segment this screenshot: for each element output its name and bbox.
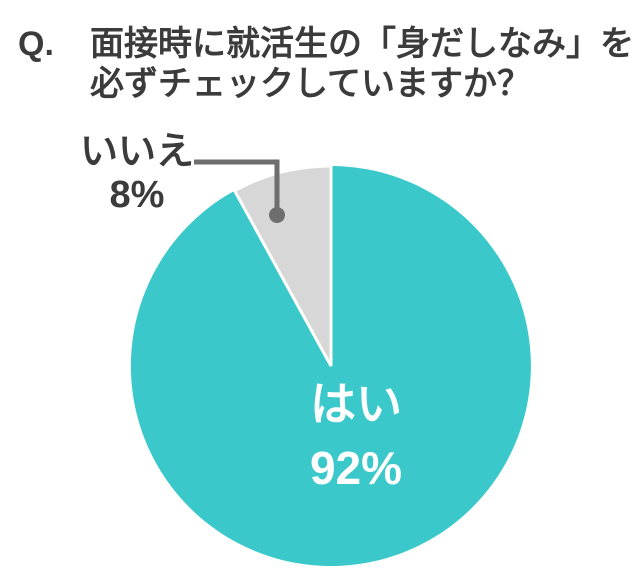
leader-line	[194, 159, 280, 214]
slice-label-no: いいえ 8%	[62, 131, 212, 217]
slice-label-no-pct: 8%	[109, 174, 165, 216]
slice-label-yes: はい 92%	[256, 372, 456, 500]
slice-label-yes-pct: 92%	[309, 442, 403, 494]
pie-slice-no	[232, 164, 333, 367]
question-prefix: Q.	[18, 25, 54, 63]
leader-dot	[269, 207, 285, 223]
question-title: Q. 面接時に就活生の「身だしなみ」を 必ずチェックしていますか？	[18, 24, 634, 104]
slice-label-yes-text: はい	[310, 378, 402, 430]
question-text: 面接時に就活生の「身だしなみ」を 必ずチェックしていますか？	[90, 24, 634, 104]
question-text-line2: 必ずチェックしていますか？	[90, 65, 531, 103]
slice-label-no-text: いいえ	[79, 131, 194, 173]
question-text-line1: 面接時に就活生の「身だしなみ」を	[90, 25, 634, 63]
